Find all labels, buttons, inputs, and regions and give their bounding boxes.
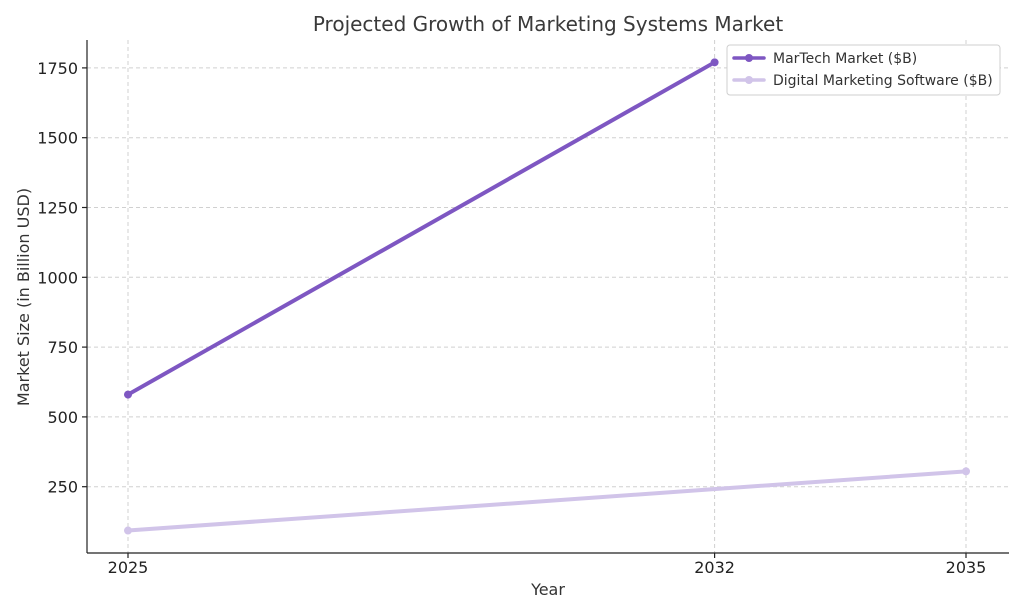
y-tick-label: 1500 <box>37 129 78 148</box>
chart-title: Projected Growth of Marketing Systems Ma… <box>313 12 783 36</box>
series-layer <box>124 58 970 535</box>
legend-label-martech: MarTech Market ($B) <box>773 51 917 67</box>
series-line-martech <box>126 60 717 397</box>
legend: MarTech Market ($B) Digital Marketing So… <box>726 44 1001 96</box>
x-tick-label: 2032 <box>694 558 735 577</box>
x-tick-label: 2025 <box>108 558 149 577</box>
data-point-digital-marketing <box>962 467 970 476</box>
x-tick-label: 2035 <box>946 558 987 577</box>
axes-layer: 250 500 750 1000 1250 1500 1750 2025 2032 2035 <box>37 40 1009 577</box>
y-tick-label: 500 <box>47 408 78 427</box>
y-tick-label: 1750 <box>37 59 78 78</box>
grid-layer <box>87 40 1009 553</box>
series-line-digital-marketing <box>126 469 968 533</box>
legend-marker-martech <box>745 54 753 62</box>
y-tick-label: 250 <box>47 478 78 497</box>
legend-marker-digital-marketing <box>745 76 753 84</box>
y-tick-label: 750 <box>47 338 78 357</box>
data-point-martech <box>710 58 719 67</box>
x-axis-label: Year <box>530 580 565 599</box>
data-point-martech <box>124 390 132 399</box>
legend-frame <box>726 44 1001 96</box>
y-axis-label: Market Size (in Billion USD) <box>14 188 33 406</box>
y-tick-label: 1000 <box>37 268 78 287</box>
legend-label-digital-marketing: Digital Marketing Software ($B) <box>773 73 993 89</box>
y-tick-label: 1250 <box>37 199 78 218</box>
data-point-digital-marketing <box>124 526 132 535</box>
